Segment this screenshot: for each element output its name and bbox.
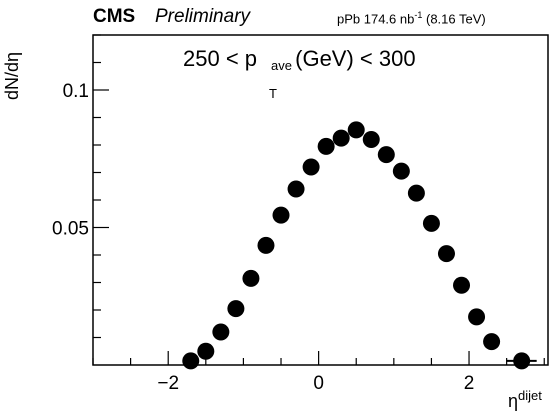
data-point [212, 323, 230, 341]
pt-range-annotation: 250 < p ave T (GeV) < 300 [183, 46, 416, 101]
data-point [453, 276, 471, 294]
y-axis-label: dN/dη [2, 51, 22, 100]
data-point [257, 236, 275, 254]
status-label: Preliminary [155, 6, 251, 27]
data-point [332, 129, 350, 147]
data-point [272, 206, 290, 224]
data-point [422, 214, 440, 232]
data-point [392, 162, 410, 180]
x-tick-label: 0 [313, 373, 324, 394]
range-right: (GeV) < 300 [289, 46, 416, 71]
x-axis-label-base: η [508, 391, 519, 411]
data-point [317, 137, 335, 155]
x-tick-label: 2 [464, 373, 475, 394]
data-point [302, 158, 320, 176]
range-sub: T [269, 86, 277, 101]
x-axis-label: ηdijet [508, 388, 542, 412]
x-tick-label: −2 [157, 373, 179, 394]
x-axis-ticks: −2 0 2 [92, 351, 545, 394]
lumi-prefix: pPb 174.6 nb [337, 11, 415, 27]
lumi-exponent: -1 [414, 10, 423, 20]
data-point [468, 308, 486, 326]
data-point [362, 131, 380, 148]
data-point [437, 245, 455, 263]
y-tick-label: 0.1 [63, 81, 89, 102]
data-point [407, 184, 425, 202]
y-tick-label: 0.05 [52, 219, 89, 240]
data-point [483, 333, 501, 351]
x-axis-label-sup: dijet [518, 388, 542, 403]
luminosity-label: pPb 174.6 nb-1 (8.16 TeV) [337, 10, 486, 26]
energy-label: (8.16 TeV) [426, 11, 486, 27]
data-point [182, 352, 200, 370]
data-point [347, 121, 365, 139]
range-sup: ave [271, 58, 292, 73]
data-points [182, 121, 537, 370]
data-point [513, 352, 531, 370]
experiment-label: CMS [93, 6, 136, 27]
y-axis-ticks: 0.05 0.1 [52, 34, 109, 339]
data-point [197, 342, 215, 360]
range-left: 250 < p [183, 46, 258, 71]
data-point [227, 300, 245, 318]
data-point [377, 146, 395, 164]
data-point [287, 180, 305, 198]
data-point [242, 269, 260, 287]
